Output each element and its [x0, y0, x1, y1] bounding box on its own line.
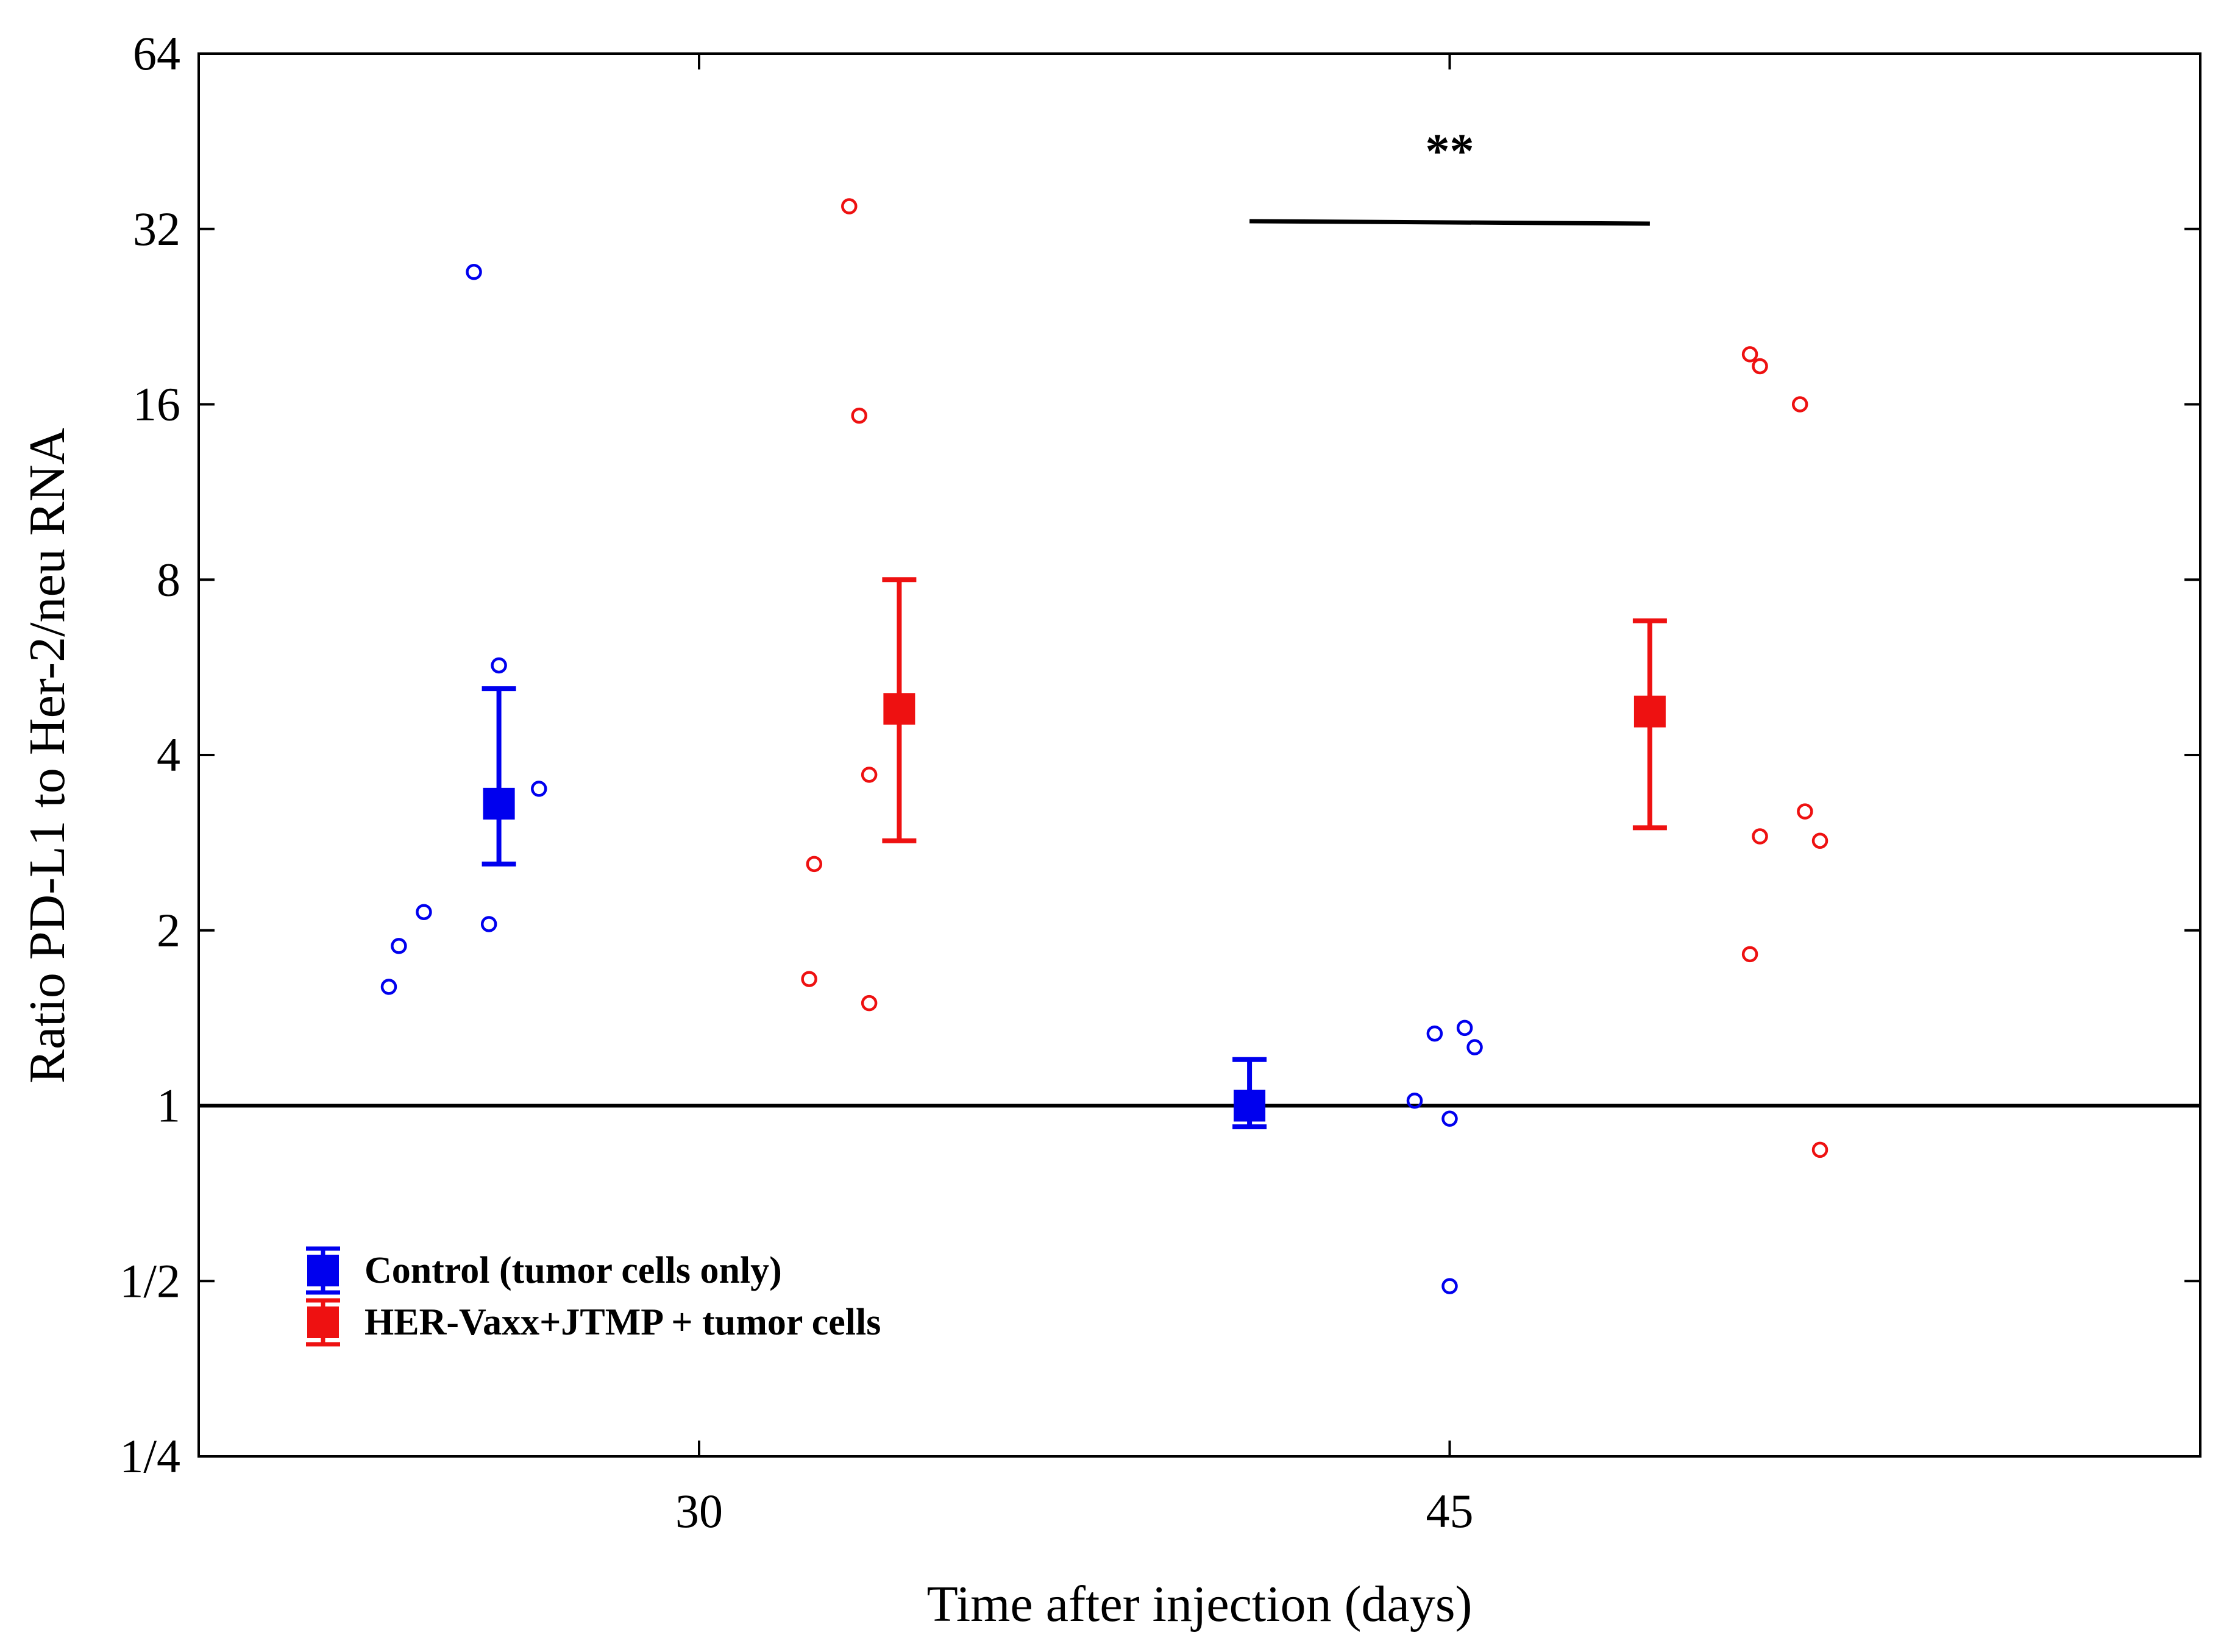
data-point-series-2 — [1811, 1141, 1828, 1158]
data-point-series-1 — [1466, 1039, 1483, 1055]
legend-swatch-marker — [307, 1255, 339, 1286]
data-point-series-2 — [1741, 346, 1758, 363]
data-point-series-2 — [1752, 828, 1768, 845]
x-tick-label: 45 — [1426, 1484, 1474, 1537]
y-tick-label: 32 — [133, 202, 180, 255]
data-point-series-1 — [491, 657, 507, 674]
y-tick-label: 1/4 — [119, 1430, 180, 1483]
y-tick-label: 16 — [133, 378, 180, 431]
mean-marker-series-1 — [1234, 1090, 1266, 1122]
y-tick-label: 2 — [157, 904, 180, 957]
y-tick-label: 8 — [157, 553, 180, 606]
y-tick-label: 1 — [157, 1079, 180, 1132]
legend-label: HER-Vaxx+JTMP + tumor cells — [364, 1302, 881, 1343]
legend: Control (tumor cells only) HER-Vaxx+JTMP … — [306, 1246, 881, 1347]
significance-annotation: ** — [1249, 125, 1650, 226]
data-point-series-2 — [1752, 358, 1768, 375]
y-tick-label: 1/2 — [119, 1254, 180, 1307]
data-point-series-2 — [801, 971, 817, 987]
data-point-series-1 — [1441, 1110, 1458, 1127]
data-point-series-1 — [531, 781, 547, 797]
data-point-series-2 — [851, 407, 867, 424]
data-point-series-2 — [1811, 832, 1828, 849]
significance-bar — [1249, 219, 1650, 226]
data-point-series-2 — [861, 767, 878, 783]
mean-marker-series-2 — [1633, 695, 1666, 728]
x-axis-title: Time after injection (days) — [926, 1576, 1472, 1633]
data-point-series-2 — [1791, 396, 1808, 413]
data-point-series-1 — [1441, 1278, 1458, 1294]
x-axis: 30 45 — [675, 54, 1474, 1537]
data-point-series-2 — [841, 198, 858, 214]
data-point-series-1 — [480, 916, 497, 932]
y-axis-title: Ratio PD-L1 to Her-2/neu RNA — [19, 428, 76, 1084]
data-point-series-2 — [861, 994, 878, 1012]
legend-swatch-marker — [307, 1306, 339, 1338]
x-tick-label: 30 — [675, 1484, 723, 1537]
data-point-series-1 — [1406, 1093, 1423, 1109]
mean-marker-series-1 — [483, 787, 515, 820]
data-point-series-1 — [416, 904, 432, 920]
data-point-series-1 — [380, 979, 397, 995]
data-point-series-2 — [1797, 803, 1813, 820]
data-point-series-2 — [1741, 946, 1758, 963]
group-means — [482, 577, 1667, 1130]
y-tick-label: 4 — [157, 728, 180, 781]
data-point-series-1 — [1426, 1025, 1443, 1042]
data-point-series-1 — [391, 938, 407, 954]
mean-marker-series-2 — [883, 693, 915, 725]
y-tick-label: 64 — [133, 27, 180, 80]
data-points — [380, 198, 1828, 1294]
data-point-series-1 — [1456, 1019, 1473, 1037]
significance-label: ** — [1426, 125, 1474, 179]
data-point-series-1 — [466, 264, 482, 280]
data-point-series-2 — [806, 856, 823, 873]
y-axis: 1/4 1/2 1 2 4 8 16 32 64 — [119, 27, 2200, 1483]
legend-label: Control (tumor cells only) — [364, 1250, 782, 1291]
